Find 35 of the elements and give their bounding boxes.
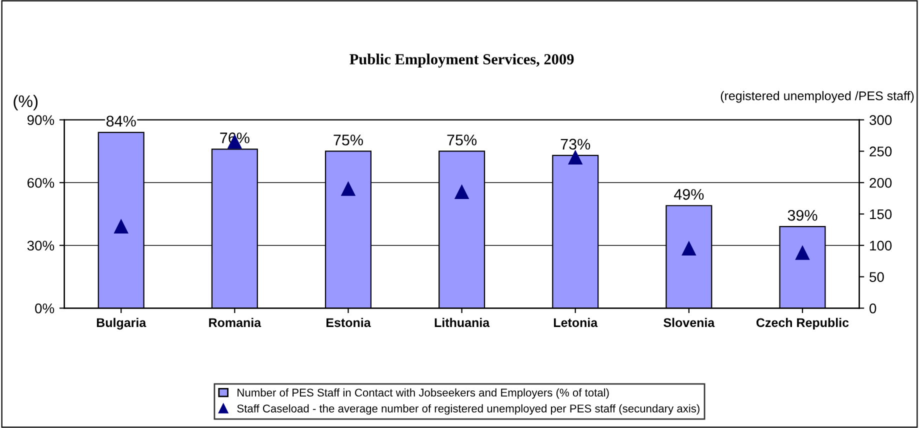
y-axis-title: (%) [14,94,38,110]
data-label: 49% [674,189,704,200]
chart-title: Public Employment Services, 2009 [350,54,574,68]
y2-tick-label: 200 [870,178,892,188]
point [682,242,696,256]
point [454,185,469,199]
y2-tick-label: 50 [870,272,884,282]
y2-tick-label: 0 [870,303,876,314]
legend-label: Number of PES Staff in Contact with Jobseekers and Employers (% of total) [238,388,609,399]
data-label: 84% [106,116,136,127]
y-tick-label: 90% [27,115,54,126]
y2-tick-label: 300 [870,115,892,126]
x-tick-label: Romania [209,318,262,328]
y-tick-label: 60% [28,178,54,188]
data-label: 73% [560,138,590,150]
x-tick-label: Letonia [554,318,598,328]
x-tick-label: Bulgaria [96,318,146,330]
y-tick-label: 30% [27,240,54,251]
x-tick-label: Lithuania [434,318,490,328]
x-tick-label: Slovenia [664,318,715,328]
point [341,182,356,196]
y2-tick-label: 150 [870,209,892,220]
point [796,246,810,260]
y2-tick-label: 100 [870,240,892,251]
data-label: 75% [334,134,363,146]
data-label: 75% [447,134,477,146]
y2-tick-label: 250 [870,146,892,156]
point [114,220,128,234]
point [568,150,582,164]
y2-axis-title: (registered unemployed /PES staff) [720,91,914,103]
x-tick-label: Estonia [326,318,371,328]
data-label: 39% [788,210,818,221]
legend-label: Staff Caseload - the average number of registered unemployed per PES staff (secundary axis) [237,404,700,415]
y-tick-label: 0% [35,303,54,314]
x-tick-label: Czech Republic [756,318,849,330]
